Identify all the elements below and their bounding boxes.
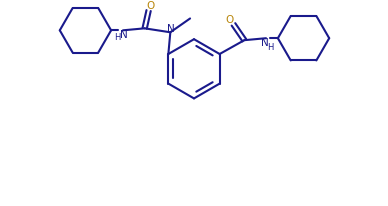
Text: N: N xyxy=(261,38,269,48)
Text: O: O xyxy=(225,15,234,25)
Text: N: N xyxy=(120,30,128,40)
Text: O: O xyxy=(146,1,155,11)
Text: H: H xyxy=(114,33,121,42)
Text: N: N xyxy=(168,24,175,34)
Text: H: H xyxy=(267,42,274,51)
